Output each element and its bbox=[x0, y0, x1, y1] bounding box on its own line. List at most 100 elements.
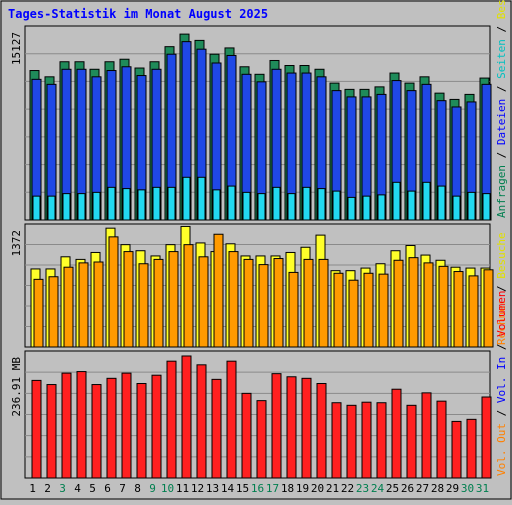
bar-volume-volumen-12 bbox=[196, 364, 207, 479]
day-label-29: 29 bbox=[446, 482, 459, 495]
bar-requests-seiten-7 bbox=[122, 188, 131, 221]
bar-requests-seiten-16 bbox=[257, 193, 266, 221]
bar-requests-seiten-19 bbox=[302, 186, 311, 221]
bar-volume-volumen-2 bbox=[46, 384, 57, 479]
day-label-20: 20 bbox=[311, 482, 324, 495]
bar-volume-volumen-3 bbox=[61, 372, 72, 479]
day-label-26: 26 bbox=[401, 482, 414, 495]
bar-requests-seiten-29 bbox=[452, 195, 461, 221]
bar-visits-rechner-15 bbox=[243, 258, 254, 348]
bar-requests-seiten-20 bbox=[317, 188, 326, 221]
bar-visits-rechner-18 bbox=[288, 271, 299, 348]
legend-part: Besuche bbox=[495, 232, 508, 278]
bar-volume-volumen-23 bbox=[361, 401, 372, 479]
bar-requests-seiten-5 bbox=[92, 191, 101, 221]
bar-volume-volumen-25 bbox=[391, 388, 402, 479]
bar-requests-seiten-11 bbox=[182, 176, 191, 221]
bar-requests-seiten-26 bbox=[407, 190, 416, 221]
day-label-4: 4 bbox=[74, 482, 81, 495]
bar-visits-rechner-1 bbox=[33, 278, 44, 348]
bar-volume-volumen-4 bbox=[76, 371, 87, 479]
bar-volume-volumen-13 bbox=[211, 378, 222, 479]
bar-visits-rechner-20 bbox=[318, 258, 329, 348]
day-label-1: 1 bbox=[29, 482, 36, 495]
legend-part: / bbox=[495, 337, 508, 357]
bar-volume-volumen-11 bbox=[181, 355, 192, 479]
bar-requests-seiten-8 bbox=[137, 189, 146, 221]
bar-requests-seiten-23 bbox=[362, 195, 371, 221]
bar-visits-rechner-31 bbox=[483, 269, 494, 348]
day-label-17: 17 bbox=[266, 482, 279, 495]
day-label-25: 25 bbox=[386, 482, 399, 495]
bar-volume-volumen-1 bbox=[31, 379, 42, 479]
bar-volume-volumen-26 bbox=[406, 404, 417, 479]
panel-legend-volume: Vol. Out / Vol. In / Volumen bbox=[495, 291, 508, 476]
bar-visits-rechner-26 bbox=[408, 257, 419, 348]
panel-max-label-volume: 236.91 MB bbox=[10, 357, 23, 417]
bar-visits-rechner-4 bbox=[78, 262, 89, 348]
bar-requests-seiten-18 bbox=[287, 193, 296, 221]
bar-visits-rechner-28 bbox=[438, 265, 449, 348]
legend-part: / bbox=[495, 403, 508, 423]
bar-requests-seiten-28 bbox=[437, 185, 446, 221]
legend-part: Vol. In bbox=[495, 357, 508, 403]
panel-legend-requests: Anfragen / Dateien / Seiten / Besuche bbox=[495, 0, 508, 218]
day-label-21: 21 bbox=[326, 482, 339, 495]
day-label-7: 7 bbox=[119, 482, 126, 495]
legend-part: Anfragen bbox=[495, 165, 508, 218]
legend-part: Vol. Out bbox=[495, 423, 508, 476]
legend-part: Besuche bbox=[495, 0, 508, 19]
bar-volume-volumen-5 bbox=[91, 384, 102, 479]
bar-volume-volumen-19 bbox=[301, 377, 312, 479]
day-label-2: 2 bbox=[44, 482, 51, 495]
bar-visits-rechner-21 bbox=[333, 272, 344, 348]
bar-visits-rechner-2 bbox=[48, 276, 59, 348]
bar-visits-rechner-10 bbox=[168, 251, 179, 348]
bar-volume-volumen-28 bbox=[436, 400, 447, 479]
bar-visits-rechner-9 bbox=[153, 258, 164, 348]
bar-visits-rechner-11 bbox=[183, 244, 194, 348]
day-label-23: 23 bbox=[356, 482, 369, 495]
bar-volume-volumen-8 bbox=[136, 383, 147, 479]
bar-volume-volumen-10 bbox=[166, 360, 177, 479]
day-label-19: 19 bbox=[296, 482, 309, 495]
bar-visits-rechner-12 bbox=[198, 256, 209, 348]
bar-volume-volumen-21 bbox=[331, 402, 342, 479]
day-label-15: 15 bbox=[236, 482, 249, 495]
day-label-18: 18 bbox=[281, 482, 294, 495]
bar-requests-seiten-4 bbox=[77, 193, 86, 221]
bar-volume-volumen-9 bbox=[151, 374, 162, 479]
bar-volume-volumen-31 bbox=[481, 396, 492, 479]
day-label-24: 24 bbox=[371, 482, 385, 495]
bar-volume-volumen-22 bbox=[346, 404, 357, 479]
bar-visits-rechner-14 bbox=[228, 251, 239, 348]
bar-requests-seiten-2 bbox=[47, 195, 56, 221]
bar-requests-seiten-6 bbox=[107, 186, 116, 221]
legend-part: / bbox=[495, 79, 508, 99]
bar-requests-seiten-24 bbox=[377, 194, 386, 221]
day-label-13: 13 bbox=[206, 482, 219, 495]
bar-visits-rechner-25 bbox=[393, 259, 404, 348]
bar-requests-seiten-3 bbox=[62, 193, 71, 221]
day-label-3: 3 bbox=[59, 482, 66, 495]
bar-requests-seiten-15 bbox=[242, 191, 251, 221]
legend-part: Volumen bbox=[495, 291, 508, 337]
bar-visits-rechner-6 bbox=[108, 236, 119, 348]
bar-visits-rechner-30 bbox=[468, 275, 479, 348]
bar-visits-rechner-27 bbox=[423, 262, 434, 348]
day-label-14: 14 bbox=[221, 482, 235, 495]
bar-volume-volumen-29 bbox=[451, 420, 462, 479]
bar-volume-volumen-27 bbox=[421, 392, 432, 479]
bar-visits-rechner-16 bbox=[258, 264, 269, 348]
day-label-9: 9 bbox=[149, 482, 156, 495]
bar-visits-rechner-19 bbox=[303, 258, 314, 348]
day-label-27: 27 bbox=[416, 482, 429, 495]
bar-volume-volumen-7 bbox=[121, 372, 132, 479]
day-label-28: 28 bbox=[431, 482, 444, 495]
bar-volume-volumen-24 bbox=[376, 402, 387, 479]
day-label-16: 16 bbox=[251, 482, 264, 495]
bar-requests-seiten-10 bbox=[167, 186, 176, 221]
day-label-11: 11 bbox=[176, 482, 189, 495]
